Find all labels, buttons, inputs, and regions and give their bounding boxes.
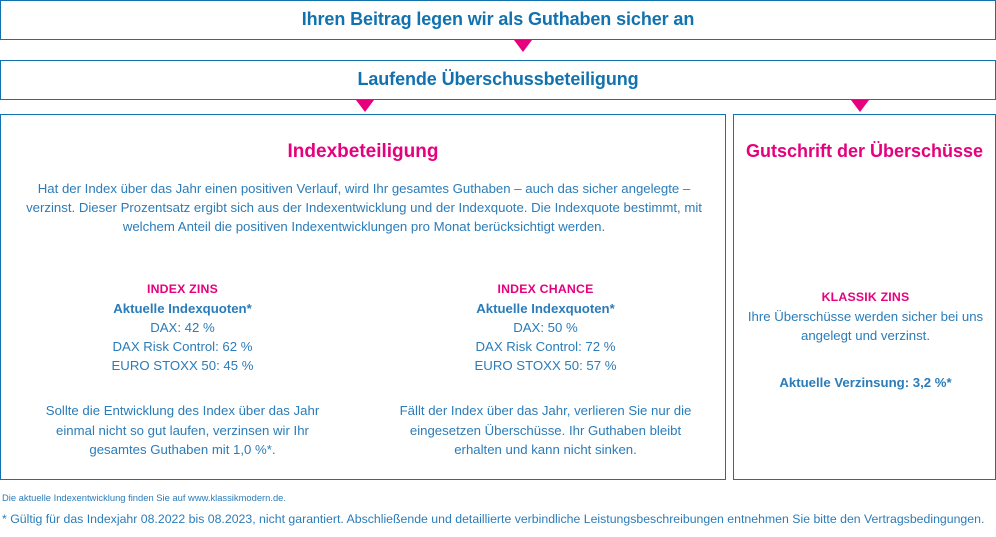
index-zins-note: Sollte die Entwicklung des Index über da… <box>45 403 320 457</box>
panel-gutschrift-ueberschuesse: Gutschrift der Überschüsse KLASSIK ZINS … <box>733 114 996 480</box>
index-chance-subheading: Aktuelle Indexquoten* <box>476 300 615 316</box>
panel-gutschrift-title: Gutschrift der Überschüsse <box>745 141 984 161</box>
column-index-zins: INDEX ZINS Aktuelle Indexquoten* DAX: 42… <box>1 281 364 459</box>
column-index-chance: INDEX CHANCE Aktuelle Indexquoten* DAX: … <box>364 281 727 459</box>
klassik-zins-heading: KLASSIK ZINS <box>821 290 910 304</box>
index-chance-quote-euro-stoxx-50: EURO STOXX 50: 57 % <box>474 358 617 374</box>
indexbeteiligung-intro-text: Hat der Index über das Jahr einen positi… <box>26 181 702 234</box>
footnote-indexentwicklung: Die aktuelle Indexentwicklung finden Sie… <box>2 492 287 503</box>
index-chance-heading: INDEX CHANCE <box>497 282 594 296</box>
panel-indexbeteiligung-title: Indexbeteiligung <box>287 141 439 162</box>
index-zins-heading: INDEX ZINS <box>146 282 218 296</box>
banner-ueberschussbeteiligung-title: Laufende Überschussbeteiligung <box>357 69 639 90</box>
index-zins-quote-euro-stoxx-50: EURO STOXX 50: 45 % <box>111 358 254 374</box>
index-chance-quote-dax-risk-control: DAX Risk Control: 72 % <box>475 339 616 355</box>
arrow-down-icon-1 <box>514 40 532 52</box>
arrow-down-icon-3 <box>851 100 869 112</box>
klassik-zins-rate: Aktuelle Verzinsung: 3,2 %* <box>779 375 952 390</box>
panel-indexbeteiligung: Indexbeteiligung Hat der Index über das … <box>0 114 726 480</box>
index-chance-quote-dax: DAX: 50 % <box>513 319 578 335</box>
klassik-zins-description: Ihre Überschüsse werden sicher bei uns a… <box>747 308 984 343</box>
banner-ueberschussbeteiligung: Laufende Überschussbeteiligung <box>0 60 996 100</box>
index-zins-quote-dax: DAX: 42 % <box>150 319 215 335</box>
index-subcolumns: INDEX ZINS Aktuelle Indexquoten* DAX: 42… <box>1 281 727 459</box>
banner-beitrag: Ihren Beitrag legen wir als Guthaben sic… <box>0 0 996 40</box>
banner-beitrag-title: Ihren Beitrag legen wir als Guthaben sic… <box>301 9 695 30</box>
footnote-asterisk: * Gültig für das Indexjahr 08.2022 bis 0… <box>2 512 985 526</box>
index-zins-subheading: Aktuelle Indexquoten* <box>113 300 252 316</box>
index-zins-quote-dax-risk-control: DAX Risk Control: 62 % <box>112 339 253 355</box>
klassik-zins-block: KLASSIK ZINS Ihre Überschüsse werden sic… <box>746 289 985 345</box>
arrow-down-icon-2 <box>356 100 374 112</box>
index-chance-note: Fällt der Index über das Jahr, verlieren… <box>399 403 692 457</box>
